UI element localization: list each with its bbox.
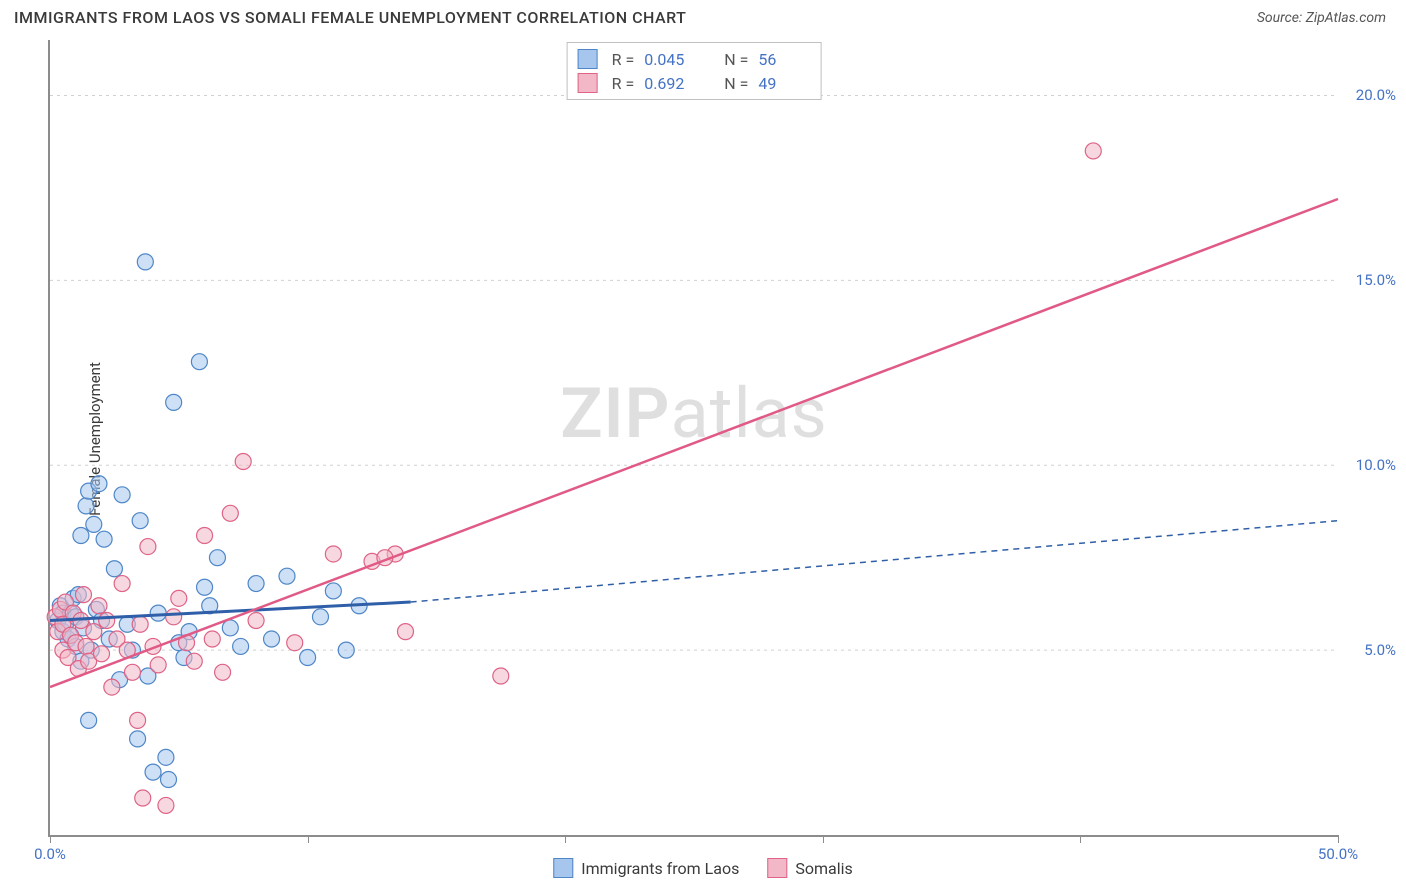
legend-stats: R = 0.045 N = 56 R = 0.692 N = 49 [567, 42, 822, 100]
scatter-point [312, 609, 328, 625]
scatter-point [99, 613, 115, 629]
scatter-point [264, 631, 280, 647]
scatter-point [104, 679, 120, 695]
legend-label: Immigrants from Laos [581, 859, 739, 878]
scatter-point [158, 749, 174, 765]
scatter-point [235, 454, 251, 470]
chart-container: Female Unemployment ZIPatlas R =0.045N =… [48, 40, 1338, 837]
scatter-point [233, 638, 249, 654]
legend-stat-row: R = 0.692 N = 49 [578, 71, 811, 95]
legend-r-value: 0.045 [644, 50, 696, 69]
scatter-point [197, 527, 213, 543]
legend-swatch [578, 49, 598, 69]
legend-r-label: R = [612, 50, 635, 69]
scatter-point [75, 587, 91, 603]
scatter-point [287, 635, 303, 651]
x-tick-label: 50.0% [1318, 845, 1358, 863]
legend-r-label: R = [612, 74, 635, 93]
scatter-point [209, 550, 225, 566]
legend-n-label: N = [724, 74, 748, 93]
x-tick-label: 0.0% [34, 845, 66, 863]
scatter-point [222, 620, 238, 636]
x-tick [565, 835, 566, 843]
plot-area: ZIPatlas R =0.045N =56R =0.692N =49 5.0%… [48, 40, 1338, 837]
x-tick [823, 835, 824, 843]
chart-title: IMMIGRANTS FROM LAOS VS SOMALI FEMALE UN… [14, 8, 686, 27]
scatter-point [248, 613, 264, 629]
y-tick-label: 5.0% [1364, 641, 1396, 659]
scatter-point [130, 712, 146, 728]
legend-stat-row: R = 0.045 N = 56 [578, 47, 811, 71]
legend-item: Immigrants from Laos [553, 858, 739, 878]
scatter-point [114, 487, 130, 503]
scatter-point [150, 657, 166, 673]
scatter-point [86, 624, 102, 640]
legend-swatch [767, 858, 787, 878]
scatter-point [158, 797, 174, 813]
scatter-point [325, 546, 341, 562]
scatter-point [215, 664, 231, 680]
scatter-point [186, 653, 202, 669]
scatter-point [96, 531, 112, 547]
x-tick [1338, 835, 1339, 843]
scatter-point [114, 576, 130, 592]
x-tick [50, 835, 51, 843]
source-attribution: Source: ZipAtlas.com [1257, 10, 1386, 26]
scatter-point [325, 583, 341, 599]
source-name: ZipAtlas.com [1306, 10, 1386, 26]
legend-swatch [553, 858, 573, 878]
x-tick [308, 835, 309, 843]
scatter-point [338, 642, 354, 658]
legend-item: Somalis [767, 858, 852, 878]
legend-n-label: N = [724, 50, 748, 69]
scatter-point [132, 616, 148, 632]
chart-header: IMMIGRANTS FROM LAOS VS SOMALI FEMALE UN… [0, 0, 1406, 31]
trend-line-dashed [411, 521, 1338, 602]
scatter-point [145, 764, 161, 780]
scatter-point [135, 790, 151, 806]
scatter-point [150, 605, 166, 621]
scatter-point [106, 561, 122, 577]
source-label: Source: [1257, 10, 1306, 26]
scatter-point [132, 513, 148, 529]
legend-bottom: Immigrants from Laos Somalis [553, 858, 852, 878]
scatter-point [248, 576, 264, 592]
legend-swatch [578, 73, 598, 93]
scatter-point [160, 772, 176, 788]
legend-label: Somalis [795, 859, 852, 878]
scatter-point [493, 668, 509, 684]
scatter-point [197, 579, 213, 595]
scatter-point [300, 650, 316, 666]
scatter-point [91, 598, 107, 614]
scatter-point [94, 646, 110, 662]
scatter-point [140, 539, 156, 555]
scatter-point [171, 590, 187, 606]
scatter-point [81, 712, 97, 728]
y-tick-label: 15.0% [1356, 271, 1396, 289]
legend-n-value: 56 [758, 50, 810, 69]
scatter-point [78, 638, 94, 654]
scatter-point [397, 624, 413, 640]
scatter-point [137, 254, 153, 270]
plot-svg [50, 40, 1338, 835]
scatter-point [1085, 143, 1101, 159]
y-tick-label: 10.0% [1356, 456, 1396, 474]
legend-r-value: 0.692 [644, 74, 696, 93]
legend-n-value: 49 [758, 74, 810, 93]
scatter-point [204, 631, 220, 647]
scatter-point [191, 354, 207, 370]
scatter-point [124, 664, 140, 680]
scatter-point [166, 609, 182, 625]
scatter-point [279, 568, 295, 584]
scatter-point [91, 476, 107, 492]
scatter-point [86, 516, 102, 532]
y-tick-label: 20.0% [1356, 86, 1396, 104]
scatter-point [78, 498, 94, 514]
scatter-point [73, 527, 89, 543]
trend-line [50, 199, 1338, 687]
scatter-point [222, 505, 238, 521]
x-tick [1080, 835, 1081, 843]
scatter-point [130, 731, 146, 747]
scatter-point [166, 394, 182, 410]
